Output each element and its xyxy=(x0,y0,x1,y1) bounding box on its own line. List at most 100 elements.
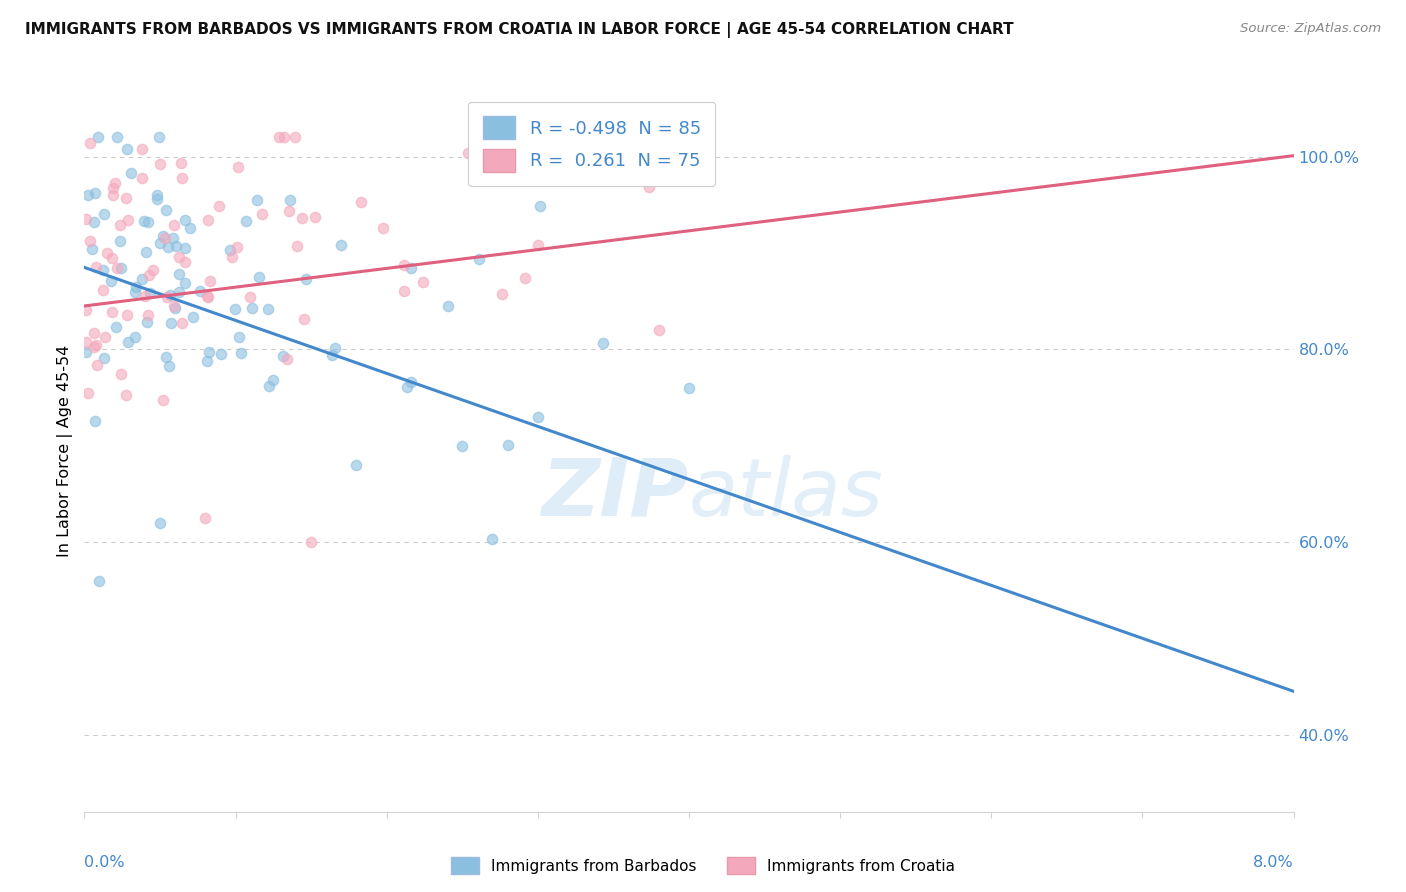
Text: 0.0%: 0.0% xyxy=(84,855,125,870)
Point xyxy=(273,130,295,145)
Point xyxy=(136,215,159,229)
Point xyxy=(457,146,479,161)
Point xyxy=(225,240,247,254)
Point xyxy=(181,310,204,324)
Point xyxy=(170,170,193,185)
Point xyxy=(229,346,252,360)
Point xyxy=(124,285,146,300)
Point xyxy=(278,193,301,207)
Point xyxy=(224,302,246,317)
Point xyxy=(100,274,122,288)
Point xyxy=(226,160,249,174)
Point xyxy=(346,458,368,472)
Point xyxy=(93,207,115,221)
Point xyxy=(515,271,537,285)
Point xyxy=(76,188,98,202)
Point xyxy=(491,286,513,301)
Point xyxy=(149,516,172,530)
Point xyxy=(174,241,197,255)
Point xyxy=(208,198,231,212)
Point xyxy=(131,142,153,156)
Point xyxy=(437,299,460,313)
Point xyxy=(83,326,105,341)
Point xyxy=(246,194,269,208)
Point xyxy=(278,203,301,218)
Point xyxy=(86,130,108,145)
Point xyxy=(75,211,97,226)
Point xyxy=(115,388,138,402)
Point xyxy=(167,285,190,299)
Point xyxy=(83,186,105,201)
Point xyxy=(157,359,180,373)
Point xyxy=(592,335,614,350)
Point xyxy=(149,157,172,171)
Point xyxy=(155,350,177,364)
Point xyxy=(96,245,118,260)
Point xyxy=(101,187,124,202)
Point xyxy=(285,238,308,252)
Point xyxy=(155,202,177,217)
Point xyxy=(167,251,190,265)
Point xyxy=(162,230,184,244)
Point xyxy=(481,533,503,547)
Point xyxy=(152,392,174,407)
Point xyxy=(195,354,218,368)
Point xyxy=(638,180,661,194)
Point xyxy=(247,269,270,284)
Point xyxy=(93,351,115,366)
Point xyxy=(395,380,418,394)
Point xyxy=(103,181,125,195)
Legend: Immigrants from Barbados, Immigrants from Croatia: Immigrants from Barbados, Immigrants fro… xyxy=(446,851,960,880)
Point xyxy=(134,288,156,302)
Point xyxy=(132,213,155,227)
Point xyxy=(401,375,423,389)
Point xyxy=(115,143,138,157)
Point xyxy=(221,250,243,264)
Point xyxy=(159,287,181,301)
Point xyxy=(295,272,318,286)
Point xyxy=(152,229,174,244)
Point xyxy=(89,574,111,588)
Point xyxy=(276,352,298,367)
Point xyxy=(131,171,153,186)
Point xyxy=(136,315,159,329)
Point xyxy=(120,166,142,180)
Point xyxy=(451,439,474,453)
Point xyxy=(678,381,700,395)
Point xyxy=(273,349,295,363)
Y-axis label: In Labor Force | Age 45-54: In Labor Force | Age 45-54 xyxy=(58,344,73,557)
Point xyxy=(163,299,186,313)
Text: ZIP: ZIP xyxy=(541,455,689,533)
Point xyxy=(350,195,373,210)
Point xyxy=(135,245,157,260)
Point xyxy=(323,341,346,355)
Point xyxy=(156,240,179,254)
Point xyxy=(124,280,146,294)
Point xyxy=(228,330,250,344)
Point xyxy=(163,301,186,315)
Point xyxy=(75,302,97,317)
Point xyxy=(392,258,415,272)
Point xyxy=(149,235,172,250)
Point xyxy=(304,210,326,224)
Point xyxy=(104,320,127,334)
Point xyxy=(93,262,115,277)
Point xyxy=(83,340,105,354)
Point xyxy=(124,330,146,344)
Point xyxy=(115,309,138,323)
Point xyxy=(242,301,264,315)
Text: IMMIGRANTS FROM BARBADOS VS IMMIGRANTS FROM CROATIA IN LABOR FORCE | AGE 45-54 C: IMMIGRANTS FROM BARBADOS VS IMMIGRANTS F… xyxy=(25,22,1014,38)
Point xyxy=(321,348,343,362)
Point xyxy=(1177,838,1199,853)
Point xyxy=(146,188,169,202)
Point xyxy=(77,386,100,401)
Point xyxy=(156,290,179,304)
Point xyxy=(136,308,159,322)
Point xyxy=(195,289,218,303)
Point xyxy=(262,373,284,387)
Point xyxy=(146,192,169,206)
Point xyxy=(371,220,394,235)
Point xyxy=(468,252,491,266)
Point xyxy=(188,285,211,299)
Point xyxy=(108,234,131,248)
